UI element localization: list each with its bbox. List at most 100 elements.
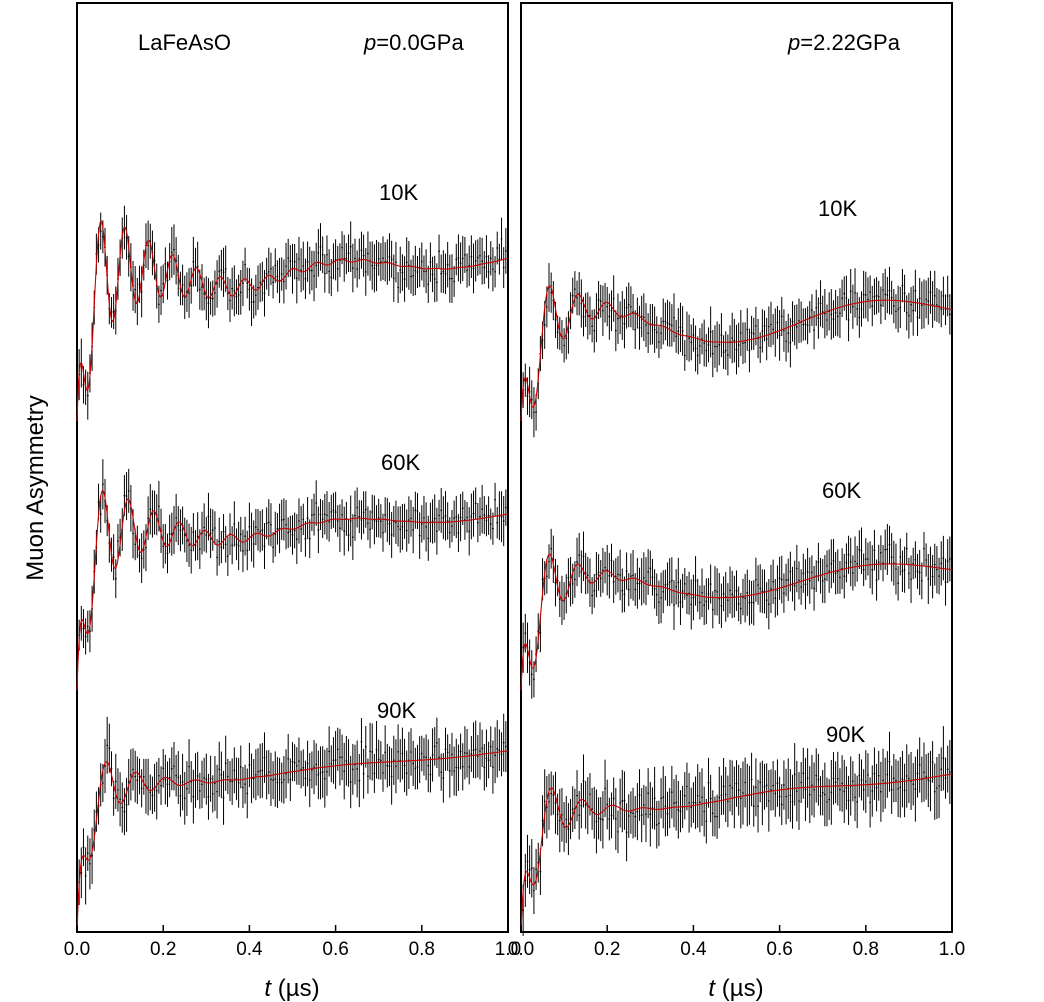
data-point <box>767 325 770 328</box>
data-point <box>226 775 229 778</box>
data-point <box>664 320 667 323</box>
data-point <box>201 783 203 786</box>
data-point <box>239 291 242 294</box>
data-point <box>653 797 656 800</box>
data-point <box>127 489 130 492</box>
data-point <box>196 535 199 538</box>
data-point <box>472 749 475 752</box>
data-point <box>205 778 208 781</box>
data-point <box>285 772 287 775</box>
data-point <box>502 520 505 522</box>
data-point <box>522 909 525 912</box>
data-point <box>813 587 815 590</box>
data-point <box>938 575 940 577</box>
data-point <box>86 625 89 628</box>
data-point <box>265 272 268 275</box>
data-point <box>875 786 878 789</box>
data-point <box>453 280 456 283</box>
y-axis-title: Muon Asymmetry <box>22 395 49 580</box>
data-point <box>425 270 428 273</box>
data-point <box>468 766 471 768</box>
data-point <box>694 580 697 582</box>
data-point <box>354 514 356 517</box>
data-point <box>149 508 152 511</box>
data-point <box>746 591 749 594</box>
data-point <box>362 254 365 257</box>
data-point <box>244 263 246 266</box>
data-point <box>698 345 701 347</box>
pressure-value: =2.22GPa <box>800 30 900 55</box>
data-point <box>645 324 647 326</box>
data-point <box>675 335 678 338</box>
data-point <box>310 768 313 771</box>
data-point <box>481 260 484 263</box>
data-point <box>679 810 682 813</box>
data-point <box>841 782 843 785</box>
data-point <box>595 820 598 823</box>
data-point <box>630 305 632 308</box>
data-point <box>890 788 893 791</box>
data-point <box>823 312 826 315</box>
data-point <box>550 547 553 550</box>
data-point <box>254 526 257 529</box>
data-point <box>851 305 854 308</box>
data-point <box>839 576 841 579</box>
data-point <box>263 545 266 547</box>
data-point <box>526 860 529 863</box>
data-point <box>686 594 688 596</box>
data-point <box>720 604 723 607</box>
data-point <box>188 292 190 294</box>
data-point <box>722 785 725 788</box>
data-point <box>908 314 910 317</box>
data-point <box>711 812 714 815</box>
data-point <box>692 801 695 804</box>
data-point <box>259 530 262 533</box>
data-point <box>222 796 225 799</box>
data-point <box>451 525 453 527</box>
data-point <box>125 803 128 806</box>
data-point <box>313 275 315 277</box>
data-point <box>293 529 296 532</box>
data-point <box>367 252 369 255</box>
data-point <box>683 354 686 357</box>
data-point <box>461 507 464 510</box>
data-point <box>783 329 785 332</box>
data-point <box>317 529 320 531</box>
data-point <box>903 292 906 295</box>
data-point <box>875 579 878 581</box>
data-point <box>160 289 162 292</box>
data-point <box>912 783 915 786</box>
data-point <box>397 750 399 753</box>
data-point <box>222 271 225 274</box>
data-point <box>412 762 415 765</box>
data-point <box>308 779 311 781</box>
data-point <box>895 568 897 570</box>
data-point <box>524 879 527 882</box>
data-point <box>403 278 406 280</box>
data-point <box>543 800 546 803</box>
data-point <box>356 268 359 270</box>
data-point <box>354 257 356 260</box>
panel-right-plot <box>520 263 953 936</box>
data-point <box>190 284 193 287</box>
data-point <box>795 790 798 793</box>
data-point <box>183 534 186 536</box>
data-point <box>231 780 234 783</box>
data-point <box>302 766 305 769</box>
data-point <box>345 257 348 260</box>
data-point <box>280 781 283 784</box>
data-point <box>621 314 624 317</box>
data-point <box>821 580 824 582</box>
data-point <box>664 584 667 586</box>
data-point <box>614 329 617 332</box>
data-point <box>390 533 393 536</box>
data-point <box>806 324 809 327</box>
data-point <box>405 261 408 264</box>
data-point <box>533 411 535 414</box>
data-point <box>214 527 216 529</box>
data-point <box>306 762 309 765</box>
data-point <box>604 787 606 790</box>
x-tick-label: 1.0 <box>495 939 521 960</box>
data-point <box>483 514 486 516</box>
data-point <box>849 290 852 293</box>
